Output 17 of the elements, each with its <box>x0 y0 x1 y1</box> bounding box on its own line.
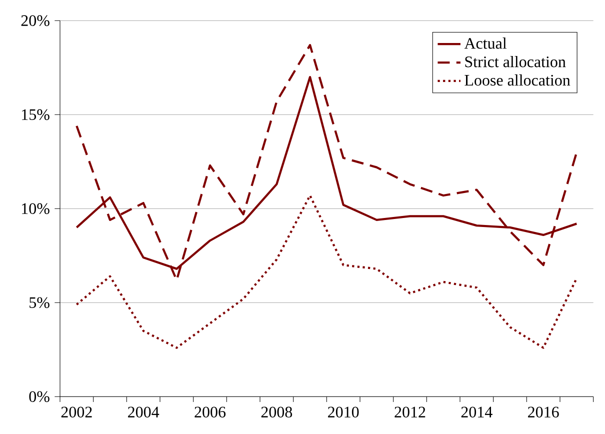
y-tick-label: 10% <box>22 203 50 214</box>
x-tick-label: 2010 <box>328 406 359 418</box>
x-tick-label: 2006 <box>194 406 226 418</box>
y-tick-label: 0% <box>29 391 50 402</box>
y-tick-label: 5% <box>30 297 50 308</box>
legend-label: Actual <box>464 38 507 49</box>
legend-label: Loose allocation <box>464 74 570 86</box>
line-series <box>76 194 578 349</box>
legend-label: Strict allocation <box>465 56 566 68</box>
x-tick-label: 2016 <box>528 406 559 418</box>
x-tick-label: 2014 <box>461 406 492 418</box>
x-tick-label: 2008 <box>261 406 292 418</box>
x-tick-label: 2012 <box>394 406 426 418</box>
y-tick-label: 20% <box>21 15 50 26</box>
y-tick-label: 15% <box>22 109 50 120</box>
x-tick-label: 2004 <box>128 406 160 418</box>
x-tick-label: 2002 <box>61 406 92 418</box>
